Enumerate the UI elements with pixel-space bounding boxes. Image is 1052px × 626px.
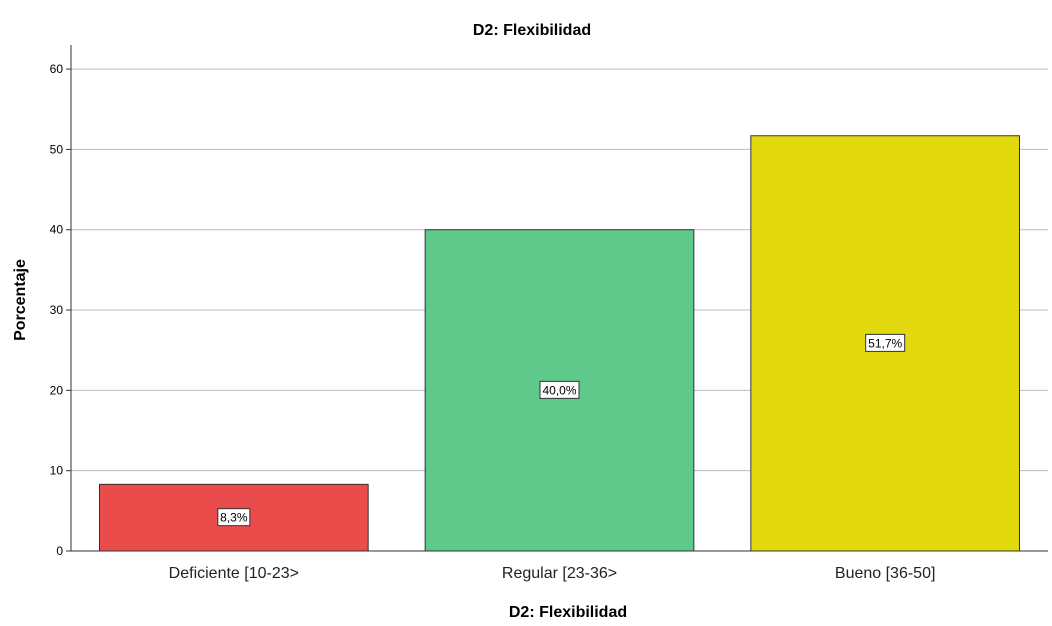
data-label-box [539,380,580,399]
x-category-label: Bueno [36-50] [835,565,936,582]
chart-title: D2: Flexibilidad [473,22,591,39]
x-axis-title: D2: Flexibilidad [509,604,627,621]
data-label: 40,0% [542,383,576,397]
y-tick-label: 10 [50,464,64,478]
data-labels: 8,3% 40,0% 51,7% [217,333,906,527]
data-label: 8,3% [220,511,248,525]
y-tick-label: 50 [50,142,64,156]
x-category-labels: Deficiente [10-23> Regular [23-36> Bueno [… [169,565,936,582]
axes [70,45,1048,552]
y-tick-label: 0 [56,544,63,558]
y-tick-labels: 0 10 20 30 40 50 60 [50,62,71,558]
data-label: 51,7% [868,336,902,350]
x-category-label: Deficiente [10-23> [169,565,299,582]
data-label-box [217,508,251,527]
y-tick-label: 40 [50,223,64,237]
y-tick-label: 30 [50,303,64,317]
y-tick-label: 60 [50,62,64,76]
y-axis-title: Porcentaje [12,259,29,341]
y-tick-label: 20 [50,383,64,397]
x-category-label: Regular [23-36> [502,565,617,582]
data-label-box [865,333,906,352]
